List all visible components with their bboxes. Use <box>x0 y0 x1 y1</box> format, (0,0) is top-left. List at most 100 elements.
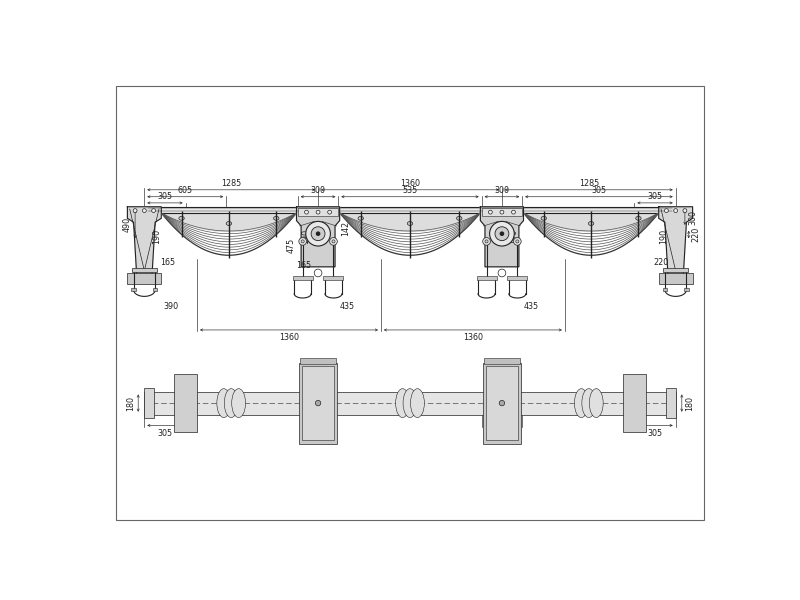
Ellipse shape <box>410 389 424 418</box>
Circle shape <box>665 209 668 212</box>
Bar <box>663 268 688 272</box>
Circle shape <box>311 227 325 241</box>
Text: 190: 190 <box>510 229 518 244</box>
Polygon shape <box>127 207 162 275</box>
Ellipse shape <box>232 389 246 418</box>
Circle shape <box>306 221 330 246</box>
Ellipse shape <box>574 389 588 418</box>
Bar <box>174 374 197 432</box>
Bar <box>300 358 336 364</box>
Text: 305: 305 <box>158 428 173 437</box>
Circle shape <box>152 209 155 212</box>
Circle shape <box>489 210 492 214</box>
Ellipse shape <box>590 389 603 418</box>
Bar <box>144 392 676 415</box>
Ellipse shape <box>457 217 462 220</box>
Text: 305: 305 <box>647 193 662 202</box>
Text: 1360: 1360 <box>279 333 299 342</box>
Circle shape <box>301 240 304 243</box>
Circle shape <box>305 210 309 214</box>
Circle shape <box>316 232 320 236</box>
Text: 305: 305 <box>591 186 606 195</box>
Text: 190: 190 <box>659 229 668 244</box>
Polygon shape <box>658 207 693 275</box>
Text: 220: 220 <box>692 227 701 242</box>
Bar <box>323 276 343 280</box>
Bar <box>666 388 676 418</box>
Text: 300: 300 <box>494 186 510 195</box>
Text: 220: 220 <box>653 259 669 268</box>
Bar <box>293 276 313 280</box>
Ellipse shape <box>589 221 594 226</box>
Circle shape <box>495 227 509 241</box>
Ellipse shape <box>541 217 546 220</box>
Ellipse shape <box>274 217 279 220</box>
Text: 475: 475 <box>286 238 295 253</box>
Text: 212: 212 <box>510 395 518 411</box>
Text: 142: 142 <box>341 221 350 236</box>
Ellipse shape <box>636 217 641 220</box>
Text: 165: 165 <box>297 261 312 270</box>
Circle shape <box>142 209 146 212</box>
Bar <box>302 366 334 440</box>
Text: 605: 605 <box>178 186 193 195</box>
Text: 300: 300 <box>688 210 697 225</box>
Circle shape <box>133 209 137 212</box>
Circle shape <box>511 210 515 214</box>
Bar <box>298 208 338 216</box>
Bar <box>482 208 522 216</box>
Ellipse shape <box>358 217 363 220</box>
Ellipse shape <box>396 389 410 418</box>
Circle shape <box>330 238 338 245</box>
Bar <box>132 268 157 272</box>
Bar <box>684 287 689 292</box>
Circle shape <box>683 209 687 212</box>
Ellipse shape <box>407 221 413 226</box>
Bar <box>131 287 136 292</box>
Polygon shape <box>297 207 340 267</box>
Text: 300: 300 <box>310 186 326 195</box>
Circle shape <box>674 209 678 212</box>
Polygon shape <box>480 207 523 267</box>
Text: 165: 165 <box>160 259 175 268</box>
Text: 490: 490 <box>123 217 132 232</box>
Text: 180: 180 <box>126 395 135 410</box>
Text: 190: 190 <box>152 229 161 244</box>
Bar <box>144 207 676 213</box>
Circle shape <box>482 238 490 245</box>
Bar <box>153 287 158 292</box>
Text: 190: 190 <box>302 229 310 244</box>
Text: 435: 435 <box>340 302 355 311</box>
Circle shape <box>499 400 505 406</box>
Bar <box>486 366 518 440</box>
Ellipse shape <box>217 389 230 418</box>
Bar <box>484 358 520 364</box>
Text: 535: 535 <box>402 186 418 195</box>
Bar <box>658 273 693 284</box>
Text: 180: 180 <box>685 395 694 410</box>
Circle shape <box>490 221 514 246</box>
Bar <box>482 362 521 443</box>
Circle shape <box>514 238 521 245</box>
Text: 300: 300 <box>494 428 510 437</box>
Ellipse shape <box>226 221 231 226</box>
Bar <box>662 287 667 292</box>
Bar <box>144 388 154 418</box>
Text: 1285: 1285 <box>221 179 242 188</box>
Bar <box>507 276 527 280</box>
Text: 1360: 1360 <box>400 179 420 188</box>
Text: 1285: 1285 <box>578 179 599 188</box>
Ellipse shape <box>582 389 596 418</box>
Text: 305: 305 <box>158 193 173 202</box>
Circle shape <box>516 240 519 243</box>
Circle shape <box>485 240 488 243</box>
Bar <box>299 362 338 443</box>
Bar <box>477 276 497 280</box>
Ellipse shape <box>403 389 417 418</box>
Circle shape <box>315 400 321 406</box>
Text: 305: 305 <box>647 428 662 437</box>
Text: 435: 435 <box>524 302 539 311</box>
Ellipse shape <box>179 217 184 220</box>
Bar <box>623 374 646 432</box>
Circle shape <box>332 240 335 243</box>
